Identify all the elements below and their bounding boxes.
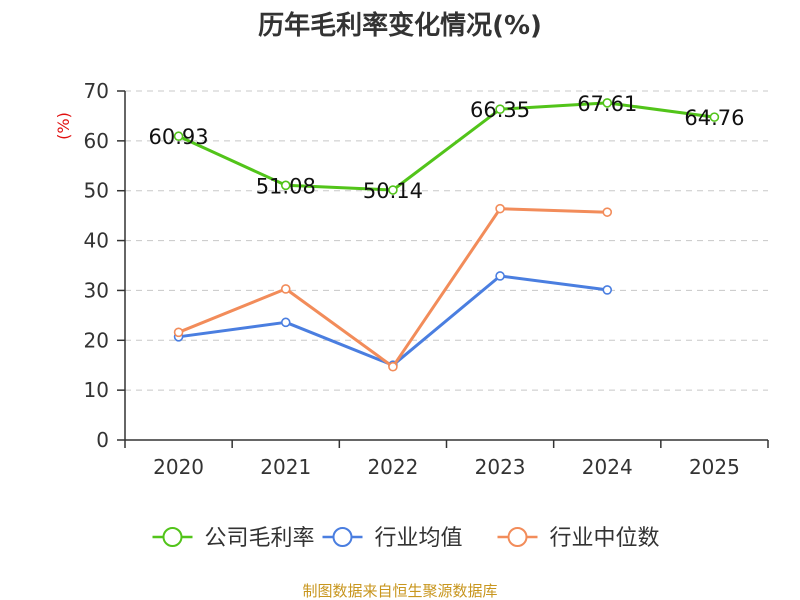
x-tick-label-2020: 2020 <box>153 455 204 479</box>
data-point-s0-2024 <box>602 98 613 108</box>
data-point-s0-2023 <box>495 104 505 114</box>
data-point-s0-2022 <box>388 185 398 195</box>
source-note: 制图数据来自恒生聚源数据库 <box>302 582 497 600</box>
data-point-s2-2022 <box>388 361 398 372</box>
data-point-s1-2021 <box>280 317 291 328</box>
legend-marker-2 <box>507 527 528 547</box>
series-line-2 <box>178 207 608 369</box>
legend-label-1: 行业均值 <box>375 526 463 551</box>
data-label-2021: 51.08 <box>256 174 316 198</box>
data-label-2022: 50.14 <box>363 179 423 203</box>
x-tick-label-2025: 2025 <box>689 455 740 479</box>
x-tick-label-2021: 2021 <box>260 455 311 479</box>
legend-marker-0 <box>162 527 183 547</box>
data-point-s2-2020 <box>173 327 184 338</box>
x-tick-label-2022: 2022 <box>367 455 418 479</box>
x-tick-label-2023: 2023 <box>475 455 526 479</box>
legend-label-0: 公司毛利率 <box>205 526 315 551</box>
y-tick-label-0: 0 <box>96 428 109 452</box>
y-tick-label-20: 20 <box>84 328 109 352</box>
legend-marker-1 <box>332 527 353 547</box>
chart-title: 历年毛利率变化情况(%) <box>258 10 542 41</box>
gridlines <box>125 90 768 391</box>
data-label-2025: 64.76 <box>684 106 744 130</box>
series-line-1 <box>178 274 608 367</box>
data-point-s0-2020 <box>173 131 184 142</box>
y-tick-label-10: 10 <box>84 378 109 402</box>
data-point-s2-2023 <box>495 203 505 214</box>
data-point-s1-2023 <box>495 271 505 281</box>
y-tick-label-70: 70 <box>84 79 109 103</box>
series-line-0 <box>177 101 715 192</box>
data-label-2023: 66.35 <box>470 98 530 122</box>
x-tick-label-2024: 2024 <box>582 455 633 479</box>
axes: 0 10 20 30 40 50 60 70 2020 2021 2022 2023 2024 2025 <box>84 79 769 479</box>
data-point-s1-2024 <box>602 285 613 295</box>
data-point-s2-2024 <box>602 207 613 217</box>
y-tick-label-50: 50 <box>84 179 109 203</box>
data-point-s0-2021 <box>280 180 291 191</box>
y-tick-label-30: 30 <box>84 278 109 302</box>
y-tick-label-40: 40 <box>84 229 109 253</box>
data-label-2024: 67.61 <box>577 92 637 116</box>
y-tick-label-60: 60 <box>84 129 109 153</box>
data-labels: 60.93 51.08 50.14 66.35 67.61 64.76 <box>149 92 745 203</box>
legend: 公司毛利率 行业均值 行业中位数 <box>152 526 660 551</box>
series-lines <box>173 98 720 372</box>
legend-label-2: 行业中位数 <box>550 526 660 551</box>
y-axis-label: (%) <box>54 112 73 140</box>
data-point-s2-2021 <box>280 284 291 294</box>
data-label-2020: 60.93 <box>149 125 209 149</box>
data-point-s0-2025 <box>709 112 720 122</box>
